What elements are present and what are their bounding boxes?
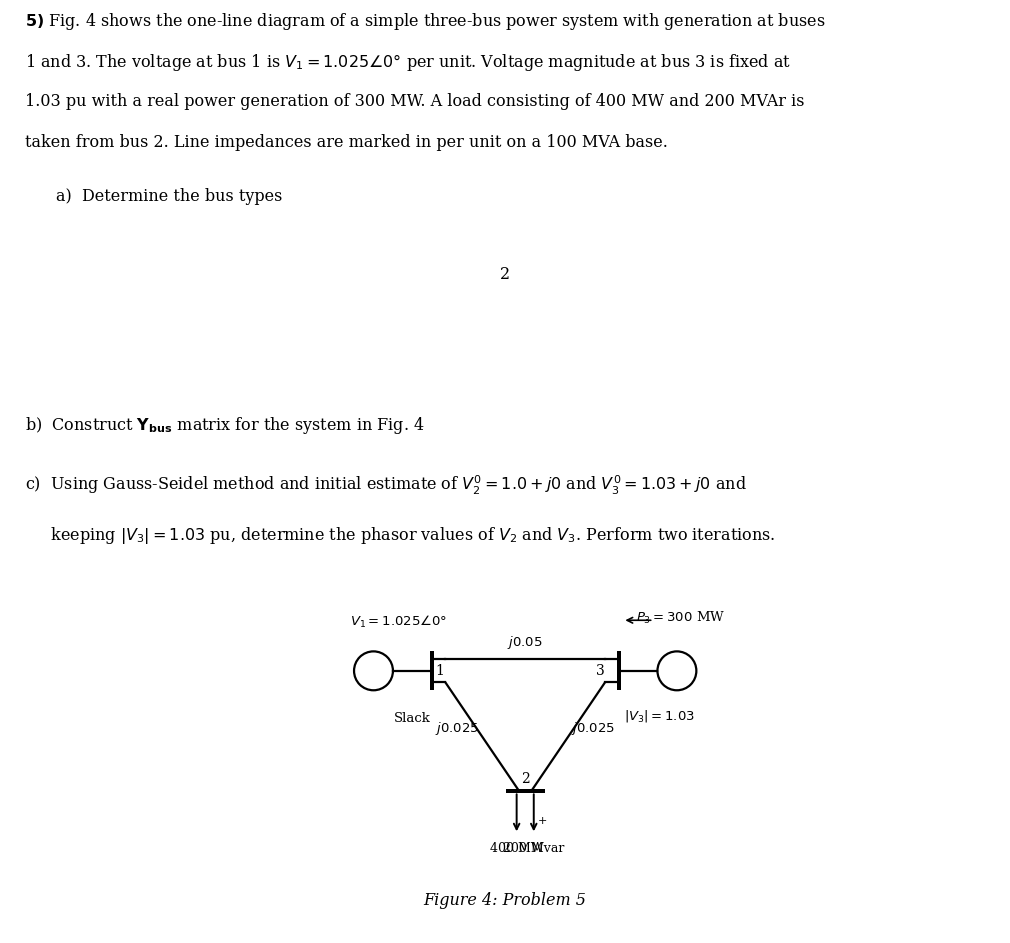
Text: 200 Mvar: 200 Mvar	[503, 842, 565, 855]
Text: taken from bus 2. Line impedances are marked in per unit on a 100 MVA base.: taken from bus 2. Line impedances are ma…	[25, 134, 669, 152]
Text: c)  Using Gauss-Seidel method and initial estimate of $V_2^0 = 1.0 + j0$ and $V_: c) Using Gauss-Seidel method and initial…	[25, 473, 747, 497]
Text: $j0.05$: $j0.05$	[507, 634, 543, 651]
Text: keeping $|V_3| = 1.03$ pu, determine the phasor values of $V_2$ and $V_3$. Perfo: keeping $|V_3| = 1.03$ pu, determine the…	[25, 525, 776, 546]
Text: $+$: $+$	[537, 815, 547, 826]
Text: $V_1 = 1.025\angle 0°$: $V_1 = 1.025\angle 0°$	[350, 614, 447, 630]
Text: 3: 3	[596, 664, 605, 678]
Text: Slack: Slack	[394, 712, 431, 724]
Text: $P_3 = 300$ MW: $P_3 = 300$ MW	[636, 610, 725, 626]
Text: 1.03 pu with a real power generation of 300 MW. A load consisting of 400 MW and : 1.03 pu with a real power generation of …	[25, 93, 805, 110]
Text: 2: 2	[521, 771, 529, 786]
Text: $j0.025$: $j0.025$	[435, 720, 479, 736]
Text: $\mathbf{5)}$ Fig. 4 shows the one-line diagram of a simple three-bus power syst: $\mathbf{5)}$ Fig. 4 shows the one-line …	[25, 10, 826, 32]
Text: 1 and 3. The voltage at bus 1 is $V_1 = 1.025\angle 0°$ per unit. Voltage magnit: 1 and 3. The voltage at bus 1 is $V_1 = …	[25, 52, 792, 73]
Text: 1: 1	[435, 664, 443, 678]
Text: 400 MW: 400 MW	[490, 842, 543, 855]
Text: Figure 4: Problem 5: Figure 4: Problem 5	[423, 892, 587, 909]
Text: a)  Determine the bus types: a) Determine the bus types	[56, 188, 282, 205]
Text: b)  Construct $\mathbf{Y}_{\mathbf{bus}}$ matrix for the system in Fig. 4: b) Construct $\mathbf{Y}_{\mathbf{bus}}$…	[25, 415, 425, 436]
Text: $j0.025$: $j0.025$	[572, 720, 615, 736]
Text: 2: 2	[500, 266, 510, 283]
Text: $|V_3| = 1.03$: $|V_3| = 1.03$	[624, 708, 695, 724]
